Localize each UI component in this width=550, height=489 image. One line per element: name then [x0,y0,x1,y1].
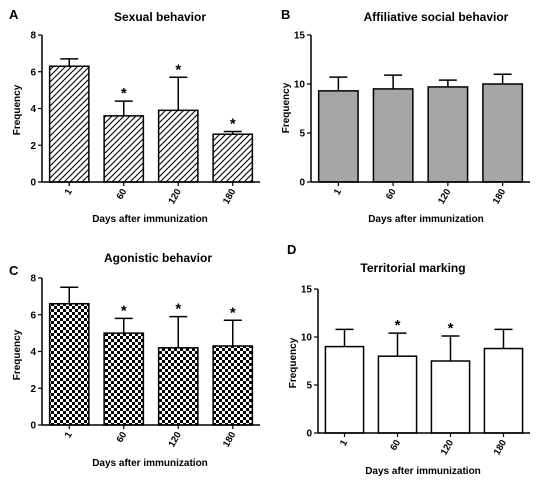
x-tick-label: 180 [492,438,509,457]
panel-c: C Agonistic behavior Frequency Days afte… [9,251,260,469]
bar [212,345,254,426]
x-tick-label: 120 [166,430,183,449]
y-axis-label: Frequency [12,84,23,135]
plot-area: 1 * 60 * 120 180 0 5 10 15 [301,285,530,457]
y-tick-label: 10 [294,80,306,91]
bar [377,355,418,434]
bar [430,360,471,434]
bar [212,133,254,183]
significance-marker: * [121,85,127,102]
y-tick-label: 8 [30,31,36,42]
panel-letter: A [9,7,19,22]
panel-letter: C [9,263,19,278]
y-tick-label: 15 [301,285,313,296]
y-axis-label: Frequency [281,82,292,133]
significance-marker: * [230,115,236,132]
significance-marker: * [448,320,454,337]
panel-b: B Affiliative social behavior Frequency … [281,7,530,225]
plot-area: 1 60 120 180 0 5 10 15 [294,31,530,206]
x-tick-label: 1 [332,186,345,197]
significance-marker: * [395,317,401,334]
significance-marker: * [175,61,181,78]
y-tick-label: 6 [30,310,36,321]
y-axis-label: Frequency [12,329,23,380]
x-tick-label: 60 [115,187,130,202]
y-tick-label: 2 [30,384,36,395]
y-axis-label: Frequency [288,337,299,388]
y-tick-label: 10 [301,333,313,344]
x-tick-label: 1 [63,186,76,197]
chart-title: Sexual behavior [114,10,206,24]
bar [48,65,90,183]
significance-marker: * [175,301,181,318]
y-tick-label: 0 [30,421,36,432]
plot-area: 1 * 60 * 120 * 180 0 2 4 6 8 [30,274,260,449]
bar [324,345,365,434]
x-axis-label: Days after immunization [92,458,208,469]
bar [317,90,359,183]
y-tick-label: 0 [306,429,312,440]
panel-letter: B [281,7,290,22]
x-tick-label: 60 [384,187,399,202]
significance-marker: * [230,304,236,321]
x-tick-label: 120 [439,438,456,457]
x-axis-label: Days after immunization [365,466,481,477]
bar [482,83,524,183]
bar [103,115,145,183]
x-tick-label: 120 [166,187,183,206]
x-tick-label: 180 [221,187,238,206]
y-tick-label: 5 [299,129,305,140]
y-tick-label: 4 [30,347,36,358]
bar [372,88,414,183]
chart-title: Affiliative social behavior [364,10,509,24]
y-tick-label: 2 [30,141,36,152]
bar [103,332,145,426]
x-tick-label: 1 [63,429,76,440]
bar [157,109,199,183]
significance-marker: * [121,302,127,319]
panel-letter: D [287,242,296,257]
bar [48,302,90,426]
x-tick-label: 180 [221,430,238,449]
panel-d: D Territorial marking Frequency Days aft… [287,242,530,477]
panel-a: A Sexual behavior Frequency Days after i… [9,7,260,225]
y-tick-label: 8 [30,274,36,285]
x-axis-label: Days after immunization [368,214,484,225]
y-tick-label: 0 [299,178,305,189]
plot-area: 1 * 60 * 120 * 180 0 2 4 6 8 [30,31,260,206]
x-tick-label: 120 [436,187,453,206]
bar [483,347,524,434]
bar [427,86,469,183]
x-tick-label: 60 [388,438,403,453]
x-tick-label: 1 [338,437,351,448]
x-axis-label: Days after immunization [92,214,208,225]
y-tick-label: 15 [294,31,306,42]
y-tick-label: 5 [306,381,312,392]
y-tick-label: 0 [30,178,36,189]
y-tick-label: 4 [30,104,36,115]
y-tick-label: 6 [30,67,36,78]
x-tick-label: 180 [491,187,508,206]
x-tick-label: 60 [115,430,130,445]
chart-title: Agonistic behavior [104,251,212,265]
chart-title: Territorial marking [360,261,465,275]
bar [157,347,199,426]
